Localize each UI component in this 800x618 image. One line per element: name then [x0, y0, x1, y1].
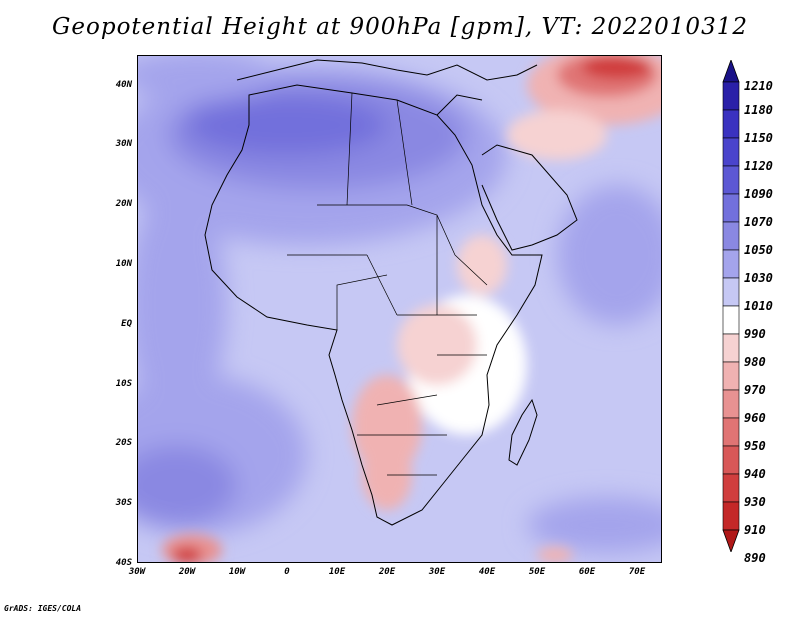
colorbar-cell	[722, 165, 740, 195]
lat-label: 10N	[115, 259, 132, 269]
lon-label: 0	[284, 567, 290, 577]
colorbar-cell	[722, 445, 740, 475]
lat-label: 30S	[115, 498, 132, 508]
lat-label: 40N	[115, 80, 132, 90]
colorbar-label: 910	[744, 523, 766, 537]
colorbar-label: 930	[744, 495, 766, 509]
colorbar-cell	[722, 221, 740, 251]
lat-label: EQ	[121, 319, 132, 329]
colorbar-cell	[722, 501, 740, 531]
colorbar-label: 1090	[744, 187, 773, 201]
lon-label: 30E	[428, 567, 446, 577]
lon-label: 70E	[628, 567, 646, 577]
lon-label: 60E	[578, 567, 596, 577]
colorbar-label: 1150	[744, 131, 773, 145]
colorbar-cell	[722, 361, 740, 391]
lat-label: 20N	[115, 199, 132, 209]
lon-label: 10W	[228, 567, 246, 577]
colorbar-cell	[722, 277, 740, 307]
africa-coastline	[204, 84, 543, 526]
colorbar-label: 990	[744, 327, 766, 341]
colorbar-label: 980	[744, 355, 766, 369]
colorbar-bottom-arrow	[722, 529, 740, 552]
credit-text: GrADS: IGES/COLA	[4, 604, 82, 613]
europe-outline	[236, 59, 538, 116]
lon-label: 20E	[378, 567, 396, 577]
colorbar-label: 960	[744, 411, 766, 425]
lat-label: 20S	[115, 438, 132, 448]
colorbar-label: 950	[744, 439, 766, 453]
colorbar-cell	[722, 249, 740, 279]
chart-title: Geopotential Height at 900hPa [gpm], VT:…	[52, 14, 748, 40]
lon-label: 10E	[328, 567, 346, 577]
colorbar-label: 890	[744, 551, 766, 565]
colorbar-label: 1030	[744, 271, 773, 285]
colorbar-cell	[722, 109, 740, 139]
colorbar-label: 1010	[744, 299, 773, 313]
colorbar-cell	[722, 81, 740, 111]
colorbar-label: 1120	[744, 159, 773, 173]
lon-label: 30W	[128, 567, 146, 577]
geopotential-map	[137, 55, 662, 563]
colorbar-cell	[722, 417, 740, 447]
country-borders	[287, 92, 488, 476]
colorbar-label: 1210	[744, 79, 773, 93]
madagascar-outline	[508, 398, 538, 466]
colorbar	[722, 60, 740, 552]
lat-label: 40S	[115, 558, 132, 568]
colorbar-label: 1070	[744, 215, 773, 229]
colorbar-top-arrow	[722, 60, 740, 83]
colorbar-cell	[722, 473, 740, 503]
lon-label: 50E	[528, 567, 546, 577]
colorbar-label: 970	[744, 383, 766, 397]
lat-label: 30N	[115, 139, 132, 149]
colorbar-label: 1180	[744, 103, 773, 117]
lon-label: 40E	[478, 567, 496, 577]
low-pressure-fields	[162, 55, 662, 563]
lon-label: 20W	[178, 567, 196, 577]
colorbar-cell	[722, 137, 740, 167]
colorbar-cell	[722, 305, 740, 335]
lat-label: 10S	[115, 379, 132, 389]
colorbar-cell	[722, 389, 740, 419]
arabia-outline	[481, 144, 578, 251]
colorbar-label: 940	[744, 467, 766, 481]
colorbar-label: 1050	[744, 243, 773, 257]
colorbar-cell	[722, 193, 740, 223]
high-pressure-fields	[137, 55, 662, 553]
map-panel	[137, 55, 662, 563]
map-frame	[137, 55, 662, 563]
colorbar-cell	[722, 333, 740, 363]
